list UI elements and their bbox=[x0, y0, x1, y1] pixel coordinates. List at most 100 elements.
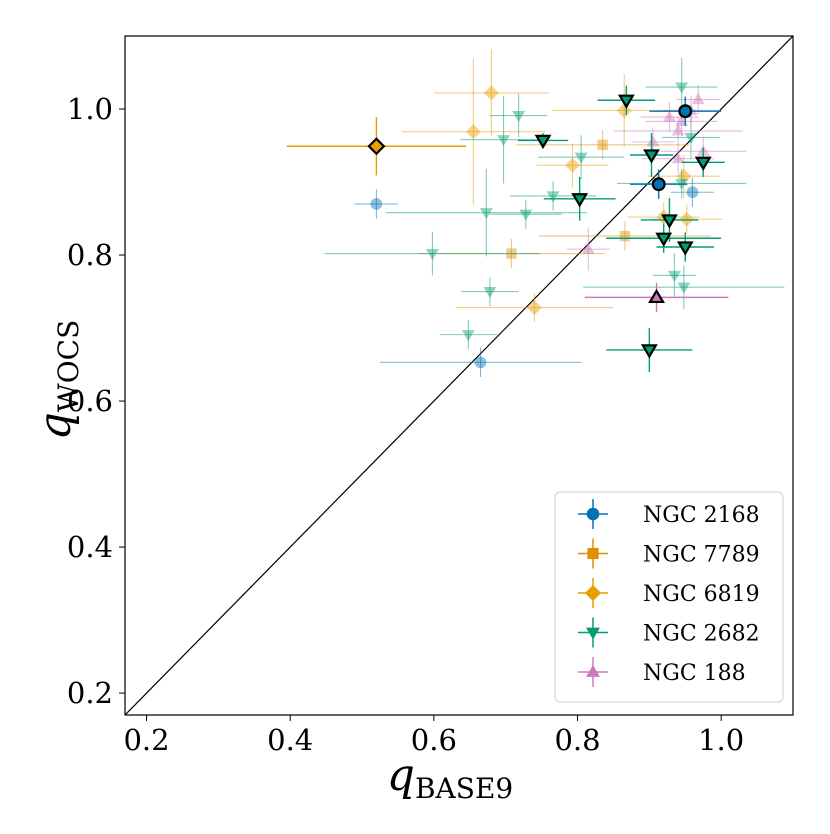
data-point bbox=[385, 168, 587, 257]
data-point bbox=[354, 189, 398, 219]
point-marker bbox=[574, 152, 588, 164]
point-marker bbox=[617, 94, 635, 109]
point-marker bbox=[676, 241, 694, 256]
point-marker bbox=[581, 242, 595, 254]
point-marker bbox=[686, 186, 699, 199]
point-marker bbox=[370, 198, 383, 210]
y-axis-label: qWOCS bbox=[30, 320, 85, 441]
point-marker bbox=[677, 282, 691, 294]
point-marker bbox=[526, 300, 542, 316]
y-axis-symbol: q bbox=[30, 412, 81, 440]
x-tick-label: 0.6 bbox=[411, 723, 457, 757]
y-tick-label: 0.4 bbox=[67, 530, 113, 564]
x-axis-subscript: BASE9 bbox=[415, 772, 513, 805]
point-marker bbox=[465, 124, 481, 140]
data-point bbox=[676, 84, 720, 115]
data-point bbox=[433, 49, 549, 137]
legend-marker bbox=[587, 547, 599, 560]
point-marker bbox=[619, 230, 631, 242]
point-marker bbox=[483, 85, 499, 101]
point-marker bbox=[694, 156, 712, 171]
x-axis-symbol: q bbox=[387, 750, 415, 801]
x-tick-label: 0.8 bbox=[554, 723, 600, 757]
point-marker bbox=[640, 344, 658, 359]
point-marker bbox=[662, 110, 676, 122]
point-marker bbox=[571, 193, 589, 208]
plot-frame bbox=[124, 35, 794, 716]
data-point bbox=[566, 227, 610, 272]
data-point bbox=[439, 320, 498, 350]
y-tick-label: 0.8 bbox=[67, 238, 113, 272]
point-marker bbox=[643, 149, 660, 164]
legend-label: NGC 188 bbox=[643, 661, 746, 686]
data-point bbox=[543, 176, 616, 221]
point-marker bbox=[512, 111, 526, 123]
point-marker bbox=[691, 93, 705, 105]
point-marker bbox=[655, 232, 673, 247]
data-point bbox=[647, 154, 720, 199]
one-to-one-line bbox=[125, 36, 793, 715]
point-marker bbox=[646, 135, 660, 147]
data-point bbox=[629, 133, 674, 177]
data-point bbox=[538, 135, 625, 180]
point-marker bbox=[678, 104, 693, 119]
point-marker bbox=[597, 139, 608, 150]
y-tick-label: 0.2 bbox=[67, 676, 113, 710]
legend-marker bbox=[586, 507, 600, 521]
x-tick-label: 1.0 bbox=[698, 723, 744, 757]
data-point bbox=[650, 204, 723, 234]
point-marker bbox=[651, 177, 666, 192]
data-point bbox=[606, 328, 693, 372]
point-marker bbox=[519, 209, 533, 221]
data-point bbox=[286, 117, 467, 176]
point-marker bbox=[684, 132, 698, 144]
point-marker bbox=[367, 137, 386, 156]
data-point bbox=[649, 96, 722, 126]
legend-marker bbox=[584, 584, 602, 602]
data-point bbox=[597, 85, 656, 115]
data-point bbox=[652, 253, 697, 298]
point-marker bbox=[648, 288, 665, 304]
legend-item: NGC 2682 bbox=[578, 617, 760, 648]
data-point bbox=[461, 276, 519, 307]
legend-label: NGC 6819 bbox=[643, 582, 760, 607]
legend-marker bbox=[586, 665, 600, 677]
point-marker bbox=[565, 157, 580, 173]
data-point bbox=[455, 292, 614, 323]
point-marker bbox=[483, 286, 497, 299]
point-marker bbox=[497, 135, 511, 147]
x-axis-label: qBASE9 bbox=[387, 750, 513, 805]
data-point bbox=[656, 232, 714, 262]
legend-label: NGC 7789 bbox=[643, 543, 760, 568]
data-point bbox=[489, 199, 562, 229]
point-marker bbox=[661, 214, 678, 229]
point-marker bbox=[474, 356, 487, 369]
data-point bbox=[517, 133, 569, 150]
legend-label: NGC 2682 bbox=[643, 622, 760, 647]
point-marker bbox=[479, 208, 493, 220]
y-axis-subscript: WOCS bbox=[52, 320, 85, 412]
x-tick-label: 0.4 bbox=[267, 723, 313, 757]
legend-item: NGC 7789 bbox=[578, 538, 760, 569]
legend-item: NGC 6819 bbox=[578, 578, 760, 608]
y-tick-label: 1.0 bbox=[67, 92, 113, 126]
data-point bbox=[536, 143, 609, 188]
legend-item: NGC 188 bbox=[578, 657, 746, 687]
point-marker bbox=[425, 249, 439, 261]
data-point bbox=[606, 223, 722, 253]
point-marker bbox=[667, 270, 681, 282]
x-tick-label: 0.2 bbox=[123, 723, 169, 757]
legend-marker bbox=[586, 627, 600, 640]
data-point bbox=[489, 93, 548, 138]
point-marker bbox=[675, 82, 689, 94]
data-point bbox=[613, 116, 743, 146]
point-marker bbox=[671, 152, 685, 164]
legend-box bbox=[554, 491, 784, 703]
point-marker bbox=[546, 191, 560, 203]
point-marker bbox=[534, 134, 552, 150]
data-point bbox=[379, 347, 582, 377]
point-marker bbox=[461, 330, 475, 342]
y-tick-label: 0.6 bbox=[67, 384, 113, 418]
